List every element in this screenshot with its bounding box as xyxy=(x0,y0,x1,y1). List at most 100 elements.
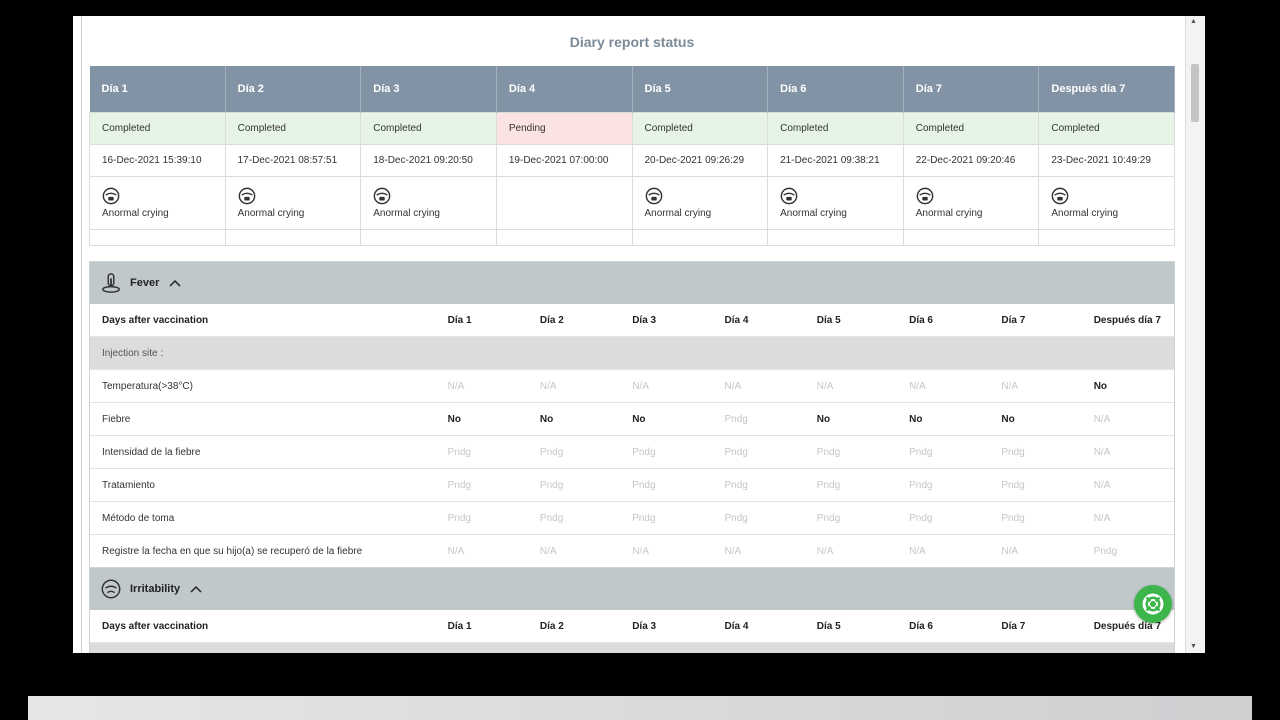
value-cell: N/A xyxy=(724,545,742,557)
column-header: Día 3 xyxy=(632,314,657,326)
date-cell: 17-Dec-2021 08:57:51 xyxy=(224,144,362,177)
symptom-cell[interactable]: Anormal crying xyxy=(360,176,497,230)
diary-status-table: Día 1 Día 2 Día 3 Día 4 Día 5 Día 6 Día … xyxy=(89,66,1175,246)
value-cell: Pndg xyxy=(1001,446,1025,458)
value-cell: N/A xyxy=(447,545,465,557)
crying-face-icon xyxy=(780,187,798,205)
symptom-cell[interactable]: Anormal crying xyxy=(89,176,226,230)
crying-face-icon xyxy=(916,187,934,205)
date-cell: 21-Dec-2021 09:38:21 xyxy=(767,144,904,177)
chevron-up-icon[interactable] xyxy=(169,279,181,287)
value-cell: Pndg xyxy=(909,446,933,458)
fever-data-row: Temperatura(>38°C) N/A N/A N/A N/A N/A N/A N/A N… xyxy=(90,370,1174,403)
value-cell: N/A xyxy=(1093,446,1111,458)
page-title: Diary report status xyxy=(569,34,695,50)
status-cell: Completed xyxy=(89,112,226,145)
empty-cell xyxy=(89,229,226,246)
injection-site-row: Injection site : xyxy=(90,337,1174,370)
value-cell: Pndg xyxy=(1001,512,1025,524)
day-header: Día 3 xyxy=(360,66,497,113)
column-header: Día 7 xyxy=(1001,620,1026,632)
browser-window: Diary report status Día 1 Día 2 Día 3 Dí… xyxy=(73,16,1205,653)
value-cell: No xyxy=(816,413,831,425)
scroll-thumb[interactable] xyxy=(1191,64,1199,122)
empty-cell xyxy=(631,229,769,246)
column-header: Día 7 xyxy=(1001,314,1026,326)
report-content: Diary report status Día 1 Día 2 Día 3 Dí… xyxy=(73,16,1185,653)
value-cell: N/A xyxy=(724,380,742,392)
empty-cell xyxy=(1038,229,1175,246)
status-cell: Completed xyxy=(1038,112,1175,145)
status-cell: Completed xyxy=(767,112,904,145)
value-cell: Pndg xyxy=(724,446,748,458)
symptom-cell[interactable]: Anormal crying xyxy=(902,176,1040,230)
help-button[interactable] xyxy=(1134,585,1172,623)
value-cell: N/A xyxy=(632,380,649,392)
scroll-down-arrow[interactable]: ▼ xyxy=(1190,643,1197,650)
empty-row xyxy=(89,229,1175,246)
status-cell: Completed xyxy=(360,112,497,145)
day-header: Día 4 xyxy=(496,66,633,113)
value-cell: No xyxy=(1001,413,1015,425)
column-header: Día 5 xyxy=(816,314,841,326)
date-cell: 23-Dec-2021 10:49:29 xyxy=(1038,144,1175,177)
column-header: Día 4 xyxy=(724,314,749,326)
symptom-cell[interactable]: Anormal crying xyxy=(1038,176,1175,230)
scroll-up-arrow[interactable]: ▲ xyxy=(1190,18,1197,25)
fever-section-title: Fever xyxy=(130,277,160,289)
value-cell: N/A xyxy=(1001,380,1019,392)
date-row: 16-Dec-2021 15:39:10 17-Dec-2021 08:57:5… xyxy=(89,144,1175,177)
symptom-cell[interactable]: Anormal crying xyxy=(631,176,769,230)
row-label: Método de toma xyxy=(102,512,175,524)
irritability-section-title: Irritability xyxy=(130,583,181,595)
value-cell: Pndg xyxy=(724,512,748,524)
column-header: Día 6 xyxy=(909,314,933,326)
chevron-up-icon[interactable] xyxy=(190,585,202,593)
value-cell: Pndg xyxy=(909,479,933,491)
empty-cell xyxy=(360,229,497,246)
value-cell: N/A xyxy=(1001,545,1019,557)
status-cell: Completed xyxy=(902,112,1040,145)
column-header: Days after vaccination xyxy=(102,314,209,326)
fever-header-row: Days after vaccination Día 1 Día 2 Día 3… xyxy=(90,304,1174,337)
column-header: Día 6 xyxy=(909,620,933,632)
value-cell: Pndg xyxy=(816,446,841,458)
fever-data-row: Método de toma Pndg Pndg Pndg Pndg Pndg Pndg Pn… xyxy=(90,502,1174,535)
value-cell: Pndg xyxy=(447,512,471,524)
fever-section-header[interactable]: Fever xyxy=(90,262,1174,304)
value-cell: Pndg xyxy=(632,479,656,491)
value-cell: Pndg xyxy=(724,479,748,491)
row-label: Fiebre xyxy=(102,413,131,425)
irritability-section-header[interactable]: Irritability xyxy=(90,568,1174,610)
row-label: Tratamiento xyxy=(102,479,155,491)
value-cell: No xyxy=(539,413,554,425)
value-cell: Pndg xyxy=(539,479,564,491)
date-cell: 19-Dec-2021 07:00:00 xyxy=(495,144,633,177)
column-header: Día 5 xyxy=(816,620,841,632)
symptom-label: Anormal crying xyxy=(373,208,440,219)
fever-section: Fever Days after vaccination Día 1 Día 2… xyxy=(89,261,1175,569)
symptom-cell[interactable]: Anormal crying xyxy=(224,176,362,230)
value-cell: N/A xyxy=(816,545,834,557)
value-cell: Pndg xyxy=(909,512,933,524)
value-cell: Pndg xyxy=(724,413,748,425)
day-header: Día 6 xyxy=(767,66,904,113)
value-cell: N/A xyxy=(539,380,557,392)
value-cell: N/A xyxy=(816,380,834,392)
row-label: Intensidad de la fiebre xyxy=(102,446,201,458)
vertical-scrollbar[interactable]: ▲ ▼ xyxy=(1185,16,1205,653)
column-header: Día 3 xyxy=(632,620,657,632)
value-cell: Pndg xyxy=(816,479,841,491)
thermometer-icon xyxy=(102,273,120,293)
value-cell: No xyxy=(632,413,646,425)
symptom-label: Anormal crying xyxy=(780,208,847,219)
symptom-cell[interactable]: Anormal crying xyxy=(767,176,904,230)
row-label: Registre la fecha en que su hijo(a) se r… xyxy=(102,545,363,557)
value-cell: N/A xyxy=(1093,512,1111,524)
value-cell: No xyxy=(1093,380,1108,392)
symptom-cell-empty xyxy=(495,176,633,230)
symptom-label: Anormal crying xyxy=(102,208,169,219)
irritability-header-row: Days after vaccination Día 1 Día 2 Día 3… xyxy=(90,610,1174,643)
irritability-subhead-row xyxy=(90,643,1174,653)
column-header: Days after vaccination xyxy=(102,620,209,632)
